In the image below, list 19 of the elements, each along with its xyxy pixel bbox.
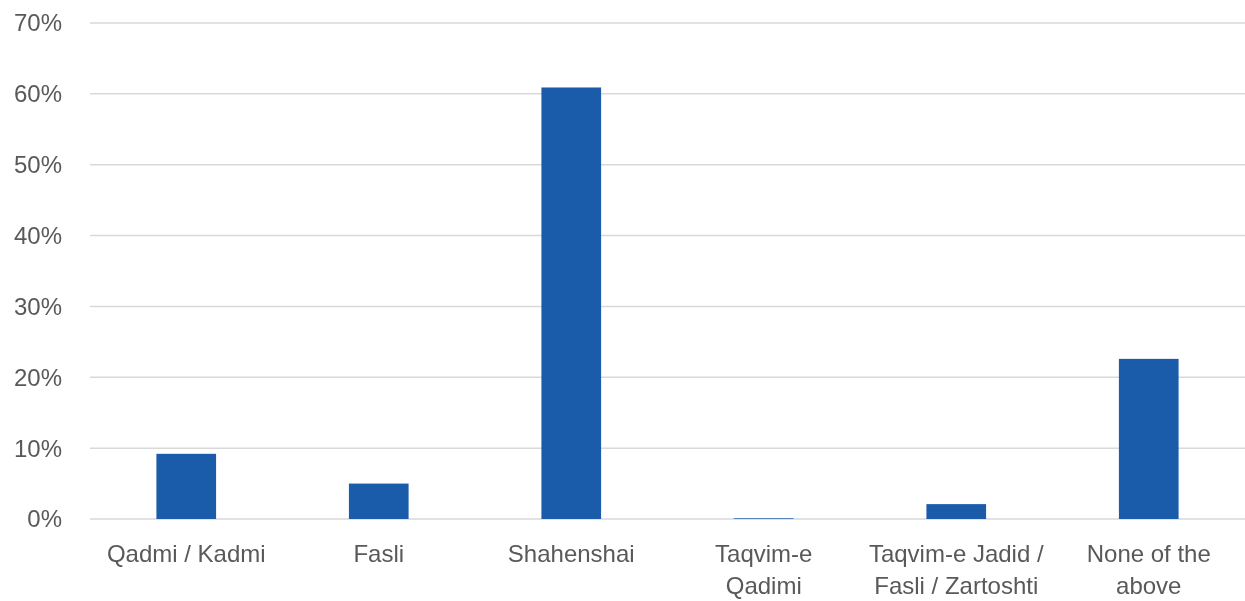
x-tick-label: Taqvim-e Jadid / Fasli / Zartoshti [868,540,1044,600]
x-tick-label: Shahenshai [507,540,635,568]
bar [348,483,409,519]
x-tick-label: Qadmi / Kadmi [106,540,266,568]
y-tick-label: 40% [13,221,62,249]
y-tick-label: 50% [13,151,62,179]
y-tick-label: 0% [27,505,62,533]
bar [1118,358,1179,519]
bar [541,87,602,519]
x-tick-label: Fasli [353,540,405,568]
x-tick-label: None of the above [1086,540,1211,600]
y-tick-label: 60% [13,80,62,108]
y-tick-label: 10% [13,434,62,462]
y-tick-label: 30% [13,292,62,320]
x-tick-label: Taqvim-e Qadimi [715,540,813,600]
y-tick-label: 20% [13,363,62,391]
bar [926,504,987,519]
bar [156,453,217,519]
y-tick-label: 70% [13,9,62,37]
